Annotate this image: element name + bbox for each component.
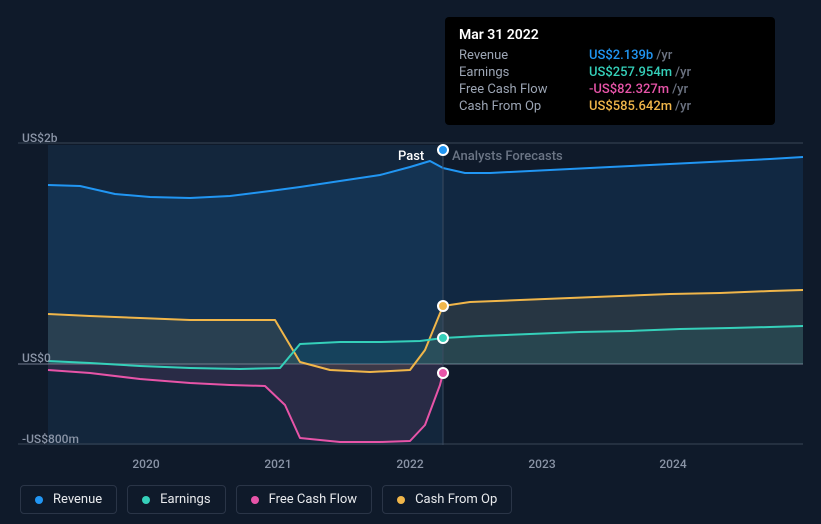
legend-dot-icon [142, 496, 150, 504]
chart-tooltip: Mar 31 2022 RevenueUS$2.139b/yrEarningsU… [445, 17, 775, 125]
past-label: Past [398, 149, 424, 164]
marker-revenue [438, 145, 448, 155]
legend-item-revenue[interactable]: Revenue [20, 485, 117, 514]
tooltip-row-unit: /yr [672, 82, 688, 97]
legend-item-label: Revenue [53, 492, 102, 507]
financials-chart: US$2b US$0 -US$800m 2020 2021 2022 2023 2024 P… [0, 0, 821, 524]
tooltip-row-label: Revenue [459, 48, 589, 63]
x-tick-label: 2024 [659, 457, 686, 471]
tooltip-rows: RevenueUS$2.139b/yrEarningsUS$257.954m/y… [459, 47, 761, 115]
legend-dot-icon [35, 496, 43, 504]
legend-dot-icon [251, 496, 259, 504]
forecast-label: Analysts Forecasts [452, 149, 563, 164]
tooltip-row: Cash From OpUS$585.642m/yr [459, 98, 761, 115]
marker-earnings [438, 333, 448, 343]
tooltip-row-unit: /yr [656, 48, 672, 63]
tooltip-row-label: Free Cash Flow [459, 82, 589, 97]
legend-item-label: Cash From Op [415, 492, 497, 507]
x-tick-label: 2020 [132, 457, 159, 471]
tooltip-row-label: Cash From Op [459, 99, 589, 114]
y-tick-label: US$2b [22, 131, 58, 145]
legend-item-label: Free Cash Flow [269, 492, 357, 507]
legend-item-cash-from-op[interactable]: Cash From Op [382, 485, 512, 514]
tooltip-row: EarningsUS$257.954m/yr [459, 64, 761, 81]
legend-item-earnings[interactable]: Earnings [127, 485, 225, 514]
tooltip-row-value: US$257.954m/yr [589, 65, 691, 80]
chart-legend: Revenue Earnings Free Cash Flow Cash From O… [20, 485, 512, 514]
tooltip-row-unit: /yr [675, 65, 691, 80]
tooltip-row: RevenueUS$2.139b/yr [459, 47, 761, 64]
tooltip-row-value: US$2.139b/yr [589, 48, 672, 63]
y-tick-label: -US$800m [22, 432, 79, 446]
tooltip-row-value: -US$82.327m/yr [589, 82, 688, 97]
x-tick-label: 2021 [264, 457, 291, 471]
tooltip-row-unit: /yr [675, 99, 691, 114]
legend-dot-icon [397, 496, 405, 504]
tooltip-row-value: US$585.642m/yr [589, 99, 691, 114]
y-tick-label: US$0 [22, 351, 51, 365]
marker-cash-from-op [438, 301, 448, 311]
legend-item-free-cash-flow[interactable]: Free Cash Flow [236, 485, 372, 514]
tooltip-row-label: Earnings [459, 65, 589, 80]
tooltip-row: Free Cash Flow-US$82.327m/yr [459, 81, 761, 98]
x-tick-label: 2022 [396, 457, 423, 471]
tooltip-title: Mar 31 2022 [459, 27, 761, 43]
legend-item-label: Earnings [160, 492, 210, 507]
x-tick-label: 2023 [528, 457, 555, 471]
marker-free-cash-flow [438, 368, 448, 378]
